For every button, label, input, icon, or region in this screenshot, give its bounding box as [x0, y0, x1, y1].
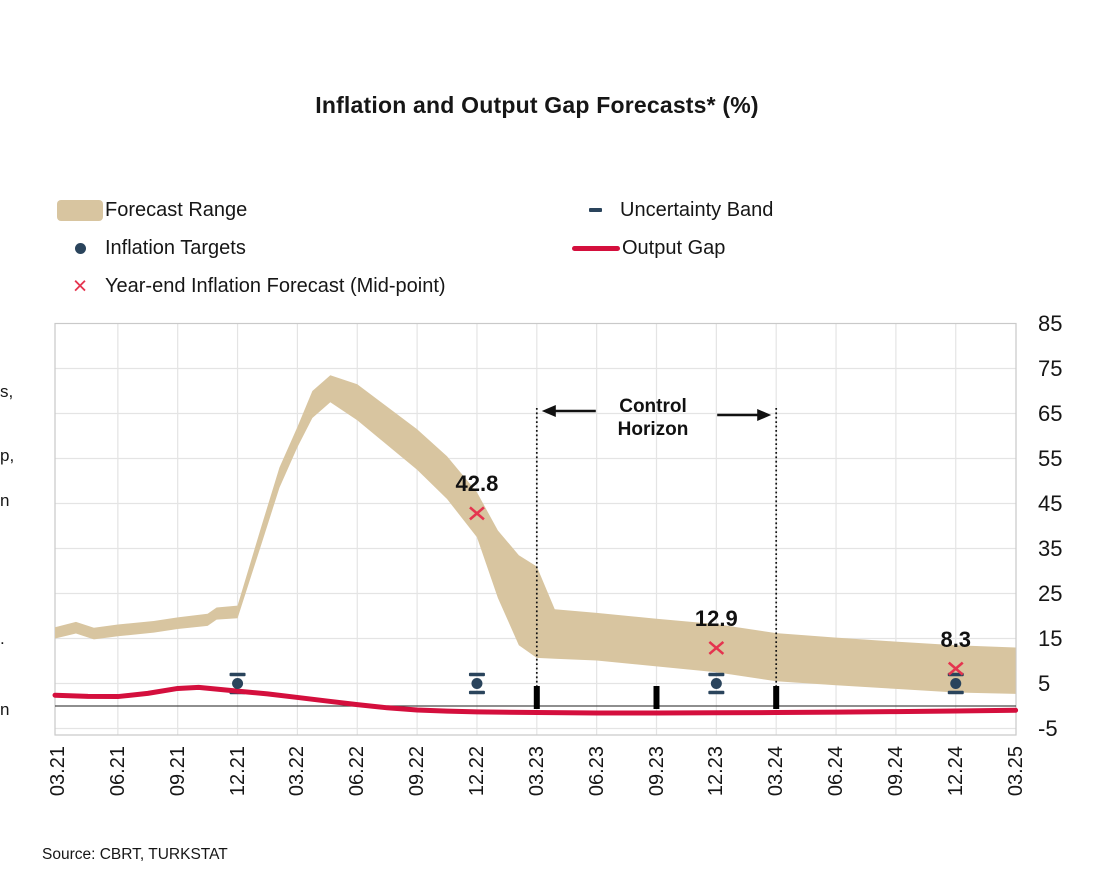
- x-axis-tick-label: 03.23: [525, 746, 548, 797]
- inflation-target-dot-icon: [57, 242, 103, 254]
- axis-bold-tick: [653, 686, 660, 709]
- plot-border: [54, 322, 1017, 736]
- uncertainty-dash: [947, 690, 964, 695]
- y-axis-tick-label: 35: [1038, 535, 1063, 561]
- y-axis-tick-label: 25: [1038, 580, 1063, 606]
- x-axis-tick-label: 03.25: [1004, 746, 1027, 797]
- x-axis-tick-label: 06.21: [106, 746, 129, 797]
- legend-item-output-gap: Output Gap: [572, 235, 725, 261]
- uncertainty-dash: [708, 672, 725, 677]
- year-end-forecast-x-marker: [947, 661, 964, 676]
- clipped-text-fragment: s,: [0, 382, 14, 401]
- output-gap-line: [52, 684, 1019, 716]
- x-axis-tick-label: 12.22: [465, 746, 488, 797]
- clipped-text-fragment: p,: [0, 446, 15, 465]
- y-axis-tick-label: 15: [1038, 625, 1063, 651]
- x-axis-tick-label: 03.21: [47, 746, 69, 797]
- y-axis-tick-label: -5: [1038, 715, 1058, 741]
- uncertainty-dash: [708, 690, 725, 695]
- uncertainty-dash: [229, 672, 246, 677]
- y-axis-tick-label: 65: [1038, 400, 1063, 426]
- forecast-range-swatch-icon: [57, 199, 103, 221]
- forecast-value-label: 42.8: [455, 471, 499, 497]
- inflation-target-dot: [950, 678, 962, 689]
- control-horizon-annotation: Control Horizon: [618, 395, 689, 441]
- control-horizon-line1: Control: [619, 396, 687, 417]
- clipped-text-fragment: n: [0, 700, 10, 719]
- source-note: Source: CBRT, TURKSTAT: [42, 846, 228, 863]
- clipped-text-fragment: .: [0, 629, 5, 648]
- forecast-value-label: 8.3: [940, 626, 972, 652]
- year-end-forecast-x-marker: [708, 640, 725, 655]
- x-axis-tick-label: 03.24: [765, 746, 788, 797]
- uncertainty-dash: [468, 690, 485, 695]
- legend-item-uncertainty-band: Uncertainty Band: [572, 197, 773, 223]
- uncertainty-dash-icon: [572, 208, 618, 212]
- y-axis-tick-label: 55: [1038, 445, 1063, 471]
- y-axis-tick-label: 75: [1038, 355, 1063, 381]
- x-axis-tick-label: 09.21: [166, 746, 189, 797]
- output-gap-line-icon: [572, 245, 620, 251]
- control-horizon-line2: Horizon: [617, 419, 689, 440]
- x-axis-tick-label: 09.23: [645, 746, 668, 797]
- legend-label: Forecast Range: [105, 198, 248, 221]
- clipped-text-fragment: n: [0, 491, 10, 510]
- x-axis-tick-label: 12.21: [226, 746, 249, 797]
- axis-bold-tick: [773, 686, 780, 709]
- x-axis-tick-label: 03.22: [286, 746, 309, 797]
- legend-item-year-end-forecast: × Year-end Inflation Forecast (Mid-point…: [57, 273, 446, 299]
- x-axis-tick-label: 06.24: [825, 746, 848, 797]
- legend-label: Output Gap: [622, 236, 726, 259]
- y-axis-tick-label: 85: [1038, 310, 1063, 336]
- y-axis-tick-label: 45: [1038, 490, 1063, 516]
- forecast-range-band: [55, 375, 1016, 694]
- x-axis-tick-label: 06.22: [346, 746, 369, 797]
- legend-label: Inflation Targets: [105, 236, 246, 259]
- axis-bold-tick: [533, 686, 540, 709]
- forecast-value-label: 12.9: [694, 605, 738, 631]
- legend-item-inflation-targets: Inflation Targets: [57, 235, 246, 261]
- legend-label: Year-end Inflation Forecast (Mid-point): [105, 274, 446, 297]
- x-axis-tick-label: 12.24: [944, 746, 967, 797]
- inflation-target-dot: [710, 678, 722, 689]
- x-axis-tick-label: 12.23: [705, 746, 728, 797]
- x-axis-tick-label: 09.22: [406, 746, 429, 797]
- year-end-forecast-x-marker: [469, 506, 485, 521]
- control-horizon-left-arrowhead-icon: [541, 405, 556, 417]
- x-axis-tick-label: 09.24: [884, 746, 907, 797]
- x-axis-tick-label: 06.23: [585, 746, 608, 797]
- inflation-target-dot: [471, 678, 483, 689]
- y-axis-tick-label: 5: [1038, 670, 1051, 696]
- legend-label: Uncertainty Band: [620, 198, 774, 221]
- control-horizon-right-arrowhead-icon: [757, 409, 772, 421]
- inflation-target-dot: [232, 678, 244, 689]
- legend-item-forecast-range: Forecast Range: [57, 197, 247, 223]
- x-marker-icon: ×: [72, 272, 88, 300]
- uncertainty-dash: [468, 672, 485, 677]
- chart-title: Inflation and Output Gap Forecasts* (%): [315, 92, 759, 118]
